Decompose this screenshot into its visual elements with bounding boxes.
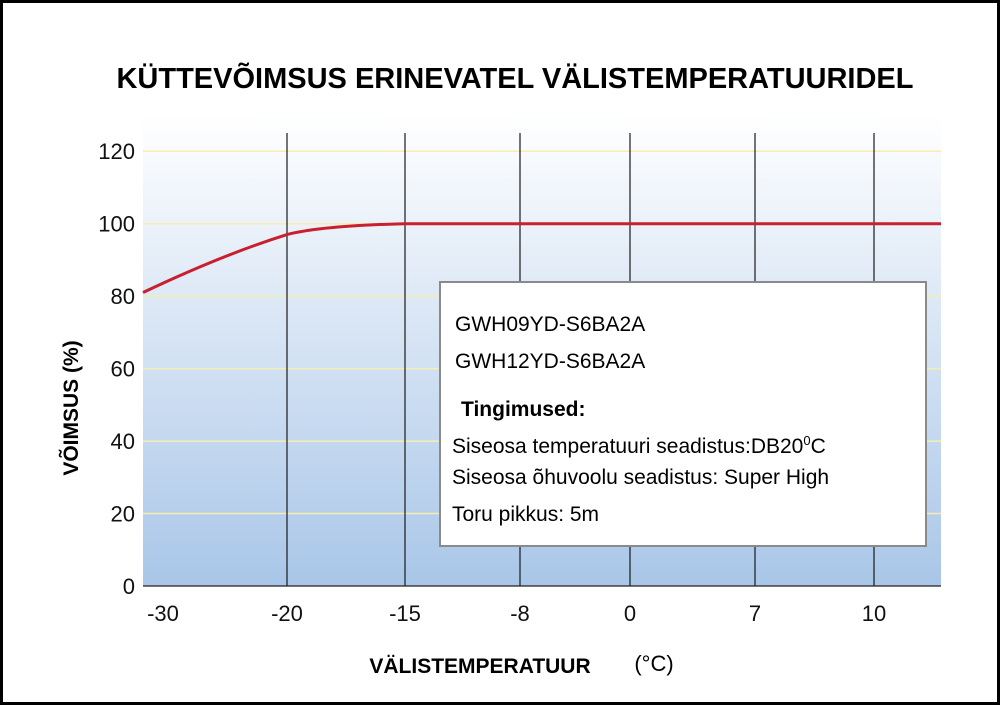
x-tick-label: -30 — [147, 601, 179, 626]
legend-model-2: GWH12YD-S6BA2A — [455, 350, 646, 373]
x-tick-label: 7 — [749, 601, 761, 626]
legend-condition-1-end: C — [810, 435, 826, 458]
y-tick-label: 80 — [111, 284, 135, 309]
series-line — [142, 222, 941, 294]
y-tick-label: 0 — [123, 574, 135, 599]
legend-condition-1-sup: 0 — [803, 433, 811, 448]
x-tick-label: -15 — [389, 601, 421, 626]
x-tick-label: -20 — [271, 601, 303, 626]
y-tick-label: 120 — [98, 139, 135, 164]
y-tick-label: 60 — [111, 357, 135, 382]
x-tick-label: 0 — [624, 601, 636, 626]
y-tick-label: 40 — [111, 429, 135, 454]
legend-condition-3: Toru pikkus: 5m — [452, 503, 600, 526]
y-axis-label: VÕIMSUS (%) — [59, 340, 83, 475]
y-tick-label: 20 — [111, 502, 135, 527]
chart-frame: KÜTTEVÕIMSUS ERINEVATEL VÄLISTEMPERATUUR… — [3, 3, 997, 702]
x-tick-label: 10 — [862, 601, 886, 626]
y-tick-label: 100 — [98, 212, 135, 237]
legend-model-1: GWH09YD-S6BA2A — [455, 313, 646, 336]
x-axis-label: VÄLISTEMPERATUUR — [369, 655, 590, 678]
legend-condition-2: Siseosa õhuvoolu seadistus: Super High — [452, 466, 830, 489]
legend-box: GWH09YD-S6BA2A GWH12YD-S6BA2A Tingimused… — [439, 281, 927, 547]
legend-conditions-heading: Tingimused: — [461, 398, 586, 421]
x-axis-unit: (°C) — [634, 651, 673, 676]
x-tick-label: -8 — [510, 601, 530, 626]
chart-title: KÜTTEVÕIMSUS ERINEVATEL VÄLISTEMPERATUUR… — [116, 61, 913, 95]
legend-condition-1-text: Siseosa temperatuuri seadistus:DB20 — [452, 435, 804, 458]
legend-condition-1: Siseosa temperatuuri seadistus:DB200C — [452, 433, 826, 459]
